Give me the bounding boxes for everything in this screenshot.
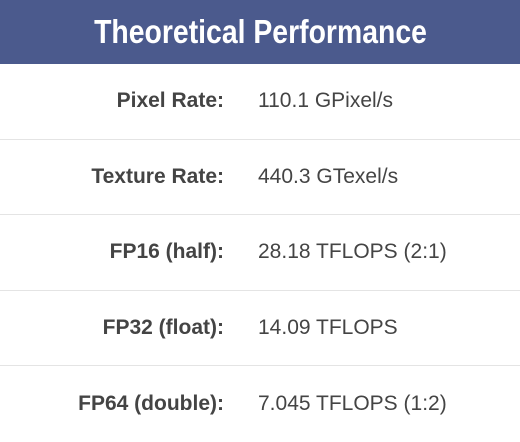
spec-label: Pixel Rate:	[116, 89, 224, 113]
spec-label: Texture Rate:	[91, 164, 224, 188]
spec-row: FP32 (float): 14.09 TFLOPS	[0, 291, 520, 367]
spec-value: 440.3 GTexel/s	[258, 164, 399, 188]
spec-label: FP16 (half):	[109, 240, 224, 264]
spec-row: Texture Rate: 440.3 GTexel/s	[0, 140, 520, 216]
spec-row: FP64 (double): 7.045 TFLOPS (1:2)	[0, 366, 520, 442]
spec-value: 14.09 TFLOPS	[258, 316, 398, 340]
spec-row: FP16 (half): 28.18 TFLOPS (2:1)	[0, 215, 520, 291]
header: Theoretical Performance	[0, 0, 520, 64]
spec-label: FP64 (double):	[78, 392, 224, 416]
spec-value: 28.18 TFLOPS (2:1)	[258, 240, 447, 264]
header-title: Theoretical Performance	[93, 13, 427, 50]
spec-label: FP32 (float):	[102, 316, 224, 340]
spec-value: 7.045 TFLOPS (1:2)	[258, 392, 447, 416]
spec-table: Pixel Rate: 110.1 GPixel/s Texture Rate: 44…	[0, 64, 520, 442]
spec-row: Pixel Rate: 110.1 GPixel/s	[0, 64, 520, 140]
spec-value: 110.1 GPixel/s	[258, 89, 394, 113]
